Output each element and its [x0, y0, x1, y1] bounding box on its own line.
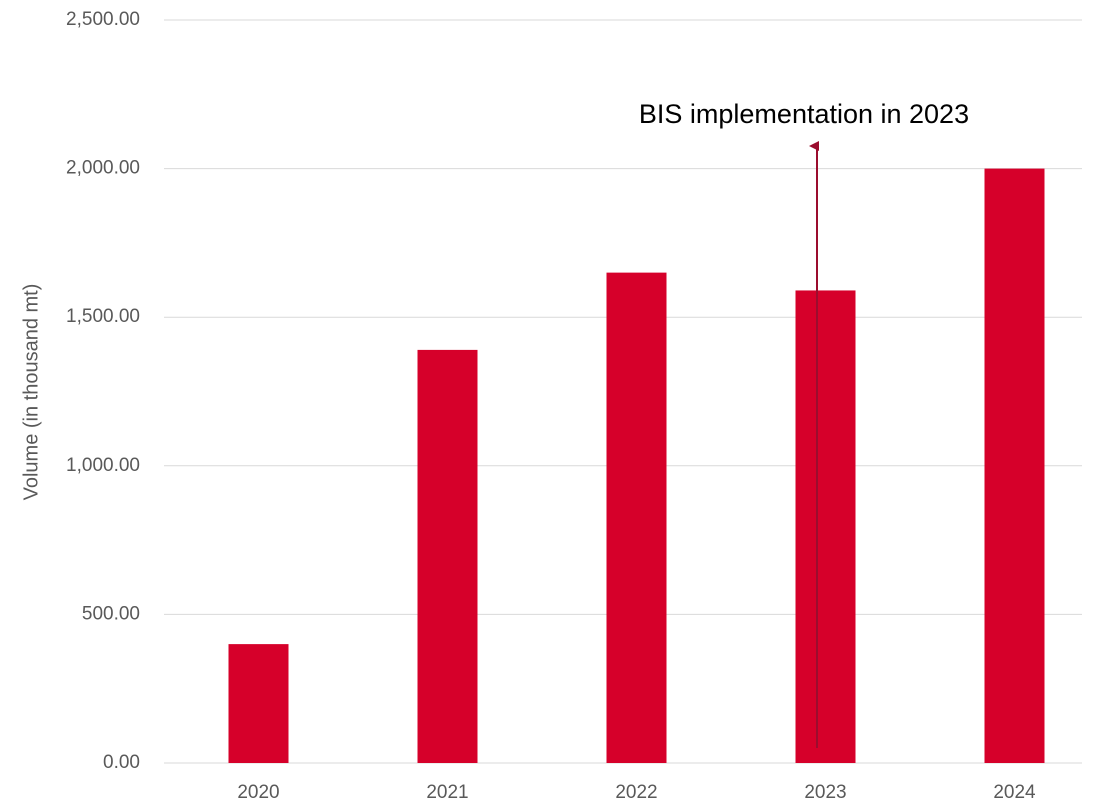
y-tick-label: 500.00: [82, 603, 140, 624]
y-tick-label: 1,000.00: [66, 455, 140, 476]
bar: [228, 644, 289, 763]
y-axis-label: Volume (in thousand mt): [20, 284, 42, 501]
bar: [795, 290, 856, 763]
bar: [606, 272, 667, 763]
y-tick-label: 1,500.00: [66, 306, 140, 327]
annotation: BIS implementation in 2023: [639, 99, 969, 129]
y-tick-label: 2,500.00: [66, 9, 140, 30]
y-tick-label: 0.00: [103, 752, 140, 773]
y-tick-label: 2,000.00: [66, 158, 140, 179]
bar: [984, 168, 1045, 764]
x-tick-label: 2023: [804, 782, 846, 803]
x-tick-label: 2020: [237, 782, 279, 803]
x-tick-label: 2022: [615, 782, 657, 803]
bar: [417, 349, 478, 763]
x-tick-label: 2021: [426, 782, 468, 803]
x-tick-label: 2024: [993, 782, 1036, 803]
